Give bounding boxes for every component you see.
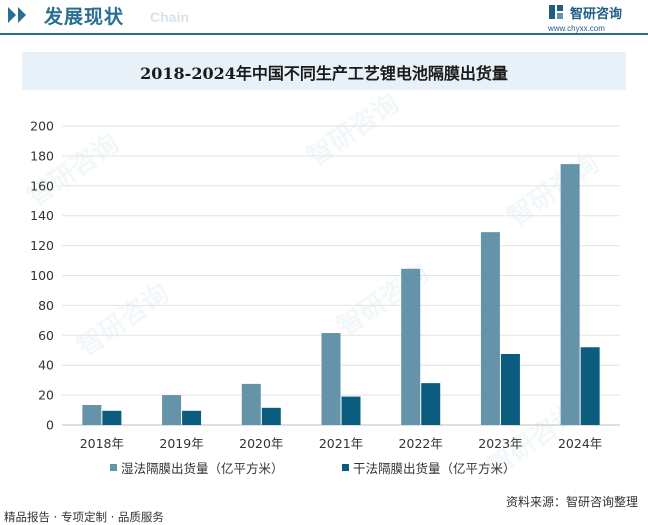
y-tick-label: 180 [30, 148, 54, 163]
bar-dry [102, 410, 122, 425]
bar-dry [261, 407, 281, 425]
bar-wet [321, 333, 341, 425]
bar-wet [560, 164, 580, 425]
x-tick-label: 2021年 [319, 436, 363, 451]
y-tick-label: 100 [30, 268, 54, 283]
data-source: 资料来源：智研咨询整理 [505, 495, 638, 509]
bar-wet [82, 404, 102, 425]
bar-wet [480, 232, 500, 425]
y-tick-label: 20 [38, 388, 54, 403]
legend-swatch-wet [110, 464, 117, 471]
y-tick-label: 160 [30, 178, 54, 193]
y-tick-label: 40 [38, 358, 54, 373]
y-tick-label: 120 [30, 238, 54, 253]
bar-wet [401, 268, 421, 425]
y-tick-label: 140 [30, 208, 54, 223]
bar-dry [500, 353, 520, 425]
y-tick-label: 60 [38, 328, 54, 343]
bar-dry [421, 383, 441, 425]
header-divider [0, 33, 648, 35]
footer-tagline: 精品报告 · 专项定制 · 品质服务 [4, 510, 164, 524]
section-title: 发展现状 [44, 6, 125, 28]
x-tick-label: 2019年 [159, 436, 203, 451]
legend-label-wet: 湿法隔膜出货量（亿平方米） [121, 461, 284, 476]
bar-chart: 0 20 40 60 80 100 120 140 160 180 200 2018年 2019年 202… [30, 119, 620, 451]
brand-url: www.chyxx.com [548, 24, 605, 33]
x-tick-label: 2024年 [558, 436, 602, 451]
bar-dry [580, 347, 600, 425]
brand-logo: 智研咨询 www.chyxx.com [548, 3, 638, 33]
x-tick-label: 2022年 [399, 436, 443, 451]
y-tick-label: 0 [46, 418, 54, 433]
bar-dry [182, 410, 202, 425]
legend-item-dry: 干法隔膜出货量（亿平方米） [342, 458, 516, 477]
legend-item-wet: 湿法隔膜出货量（亿平方米） [110, 458, 284, 477]
bar-dry [341, 396, 361, 425]
brand-name: 智研咨询 [570, 7, 623, 22]
brand-icon [549, 5, 563, 19]
legend-label-dry: 干法隔膜出货量（亿平方米） [353, 461, 516, 476]
x-tick-label: 2023年 [478, 436, 522, 451]
y-tick-label: 200 [30, 119, 54, 134]
bar-wet [241, 383, 261, 425]
x-tick-label: 2020年 [239, 436, 283, 451]
x-tick-label: 2018年 [80, 436, 124, 451]
double-arrow-icon [8, 7, 26, 23]
chart-legend: 湿法隔膜出货量（亿平方米） 干法隔膜出货量（亿平方米） [0, 458, 648, 476]
chart-title: 2018-2024年中国不同生产工艺锂电池隔膜出货量 [140, 64, 508, 83]
chart-title-band: 2018-2024年中国不同生产工艺锂电池隔膜出货量 [22, 52, 626, 90]
footer: 精品报告 · 专项定制 · 品质服务 [0, 503, 648, 525]
bar-wet [162, 395, 182, 425]
y-tick-label: 80 [38, 298, 54, 313]
legend-swatch-dry [342, 464, 349, 471]
header-bar: 发展现状 Chain 智研咨询 www.chyxx.com [0, 0, 648, 35]
section-subtitle: Chain [150, 9, 189, 25]
